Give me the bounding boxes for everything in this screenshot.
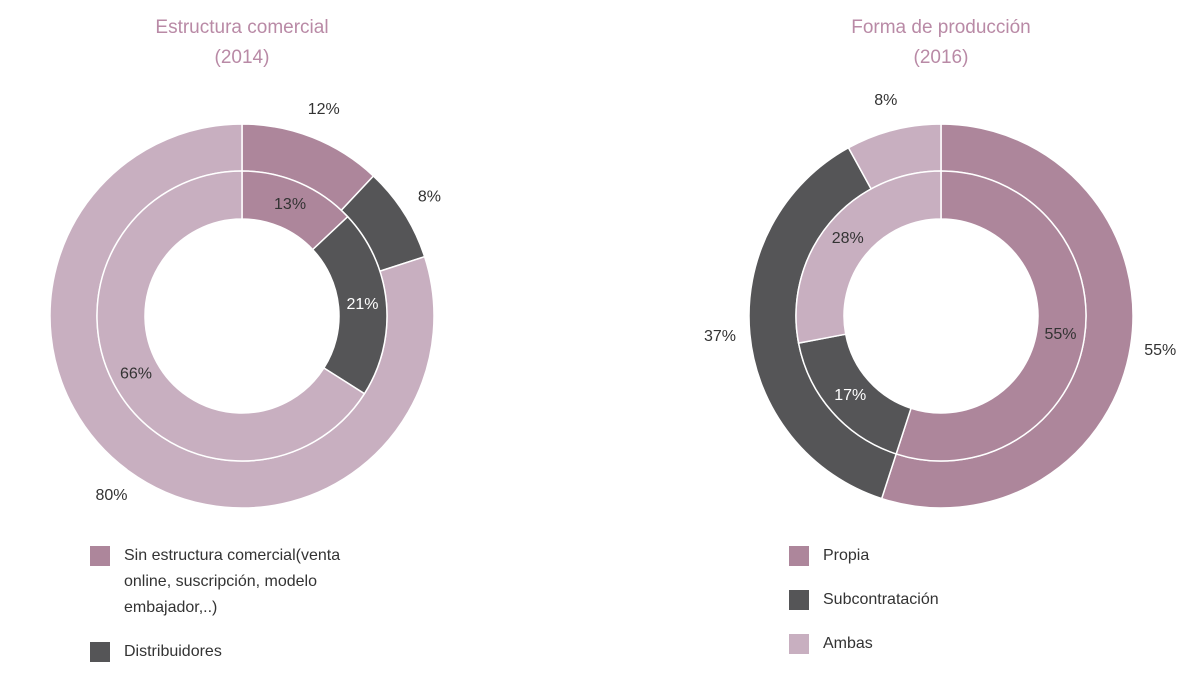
legend-swatch <box>789 546 809 566</box>
chart-subtitle: (2014) <box>215 47 270 68</box>
chart-subtitle: (2016) <box>914 47 969 68</box>
data-label: 8% <box>418 188 441 205</box>
legend-label: Ambas <box>823 635 873 652</box>
data-label: 37% <box>704 328 736 345</box>
data-label: 12% <box>308 101 340 118</box>
legend-label: Sin estructura comercial(venta online, s… <box>124 547 341 616</box>
legend-swatch <box>90 546 110 566</box>
data-label: 55% <box>1144 342 1176 359</box>
data-label: 80% <box>95 487 127 504</box>
legend: Propia Subcontratación Ambas <box>789 543 1089 657</box>
legend: Sin estructura comercial(venta online, s… <box>90 543 390 686</box>
legend-swatch <box>90 642 110 662</box>
legend-label: Propia <box>823 547 870 564</box>
donut-segment <box>96 170 366 462</box>
chart-title: Estructura comercial <box>155 17 328 38</box>
legend-swatch <box>789 590 809 610</box>
legend-label: Distribuidores <box>124 643 222 660</box>
chart-title: Forma de producción <box>851 17 1031 38</box>
donut-segment <box>795 170 942 345</box>
donut-segment <box>895 170 1087 462</box>
legend-item: Sin estructura comercial(venta online, s… <box>90 543 390 621</box>
legend-item: Distribuidores <box>90 639 390 665</box>
legend-swatch <box>789 634 809 654</box>
data-label: 17% <box>834 387 866 404</box>
legend-label: Subcontratación <box>823 591 939 608</box>
data-label: 21% <box>346 296 378 313</box>
data-label: 66% <box>120 366 152 383</box>
data-label: 28% <box>832 230 864 247</box>
data-label: 13% <box>274 196 306 213</box>
data-label: 55% <box>1044 326 1076 343</box>
legend-item: Ambas <box>789 631 1089 657</box>
data-label: 8% <box>874 92 897 109</box>
legend-item: Propia <box>789 543 1089 569</box>
legend-item: Subcontratación <box>789 587 1089 613</box>
